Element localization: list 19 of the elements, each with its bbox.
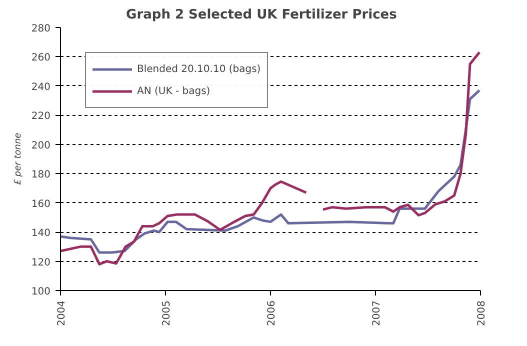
legend-label: AN (UK - bags)	[137, 86, 210, 96]
y-tick-label: 180	[31, 170, 51, 181]
y-tick-label: 140	[31, 228, 51, 240]
y-tick-label: 100	[31, 286, 51, 298]
y-tick-label: 220	[31, 111, 51, 122]
x-tick-label: 2006	[266, 300, 278, 326]
x-tick-label: 2005	[162, 300, 172, 326]
chart-title: Graph 2 Selected UK Fertilizer Prices	[126, 8, 398, 22]
y-tick-label: 240	[31, 82, 51, 93]
y-tick-label: 160	[31, 198, 51, 210]
x-tick-label: 2008	[476, 300, 488, 326]
y-tick-label: 260	[31, 52, 51, 64]
legend-label: Blended 20.10.10 (bags)	[137, 64, 261, 74]
y-tick-label: 120	[31, 257, 51, 268]
x-tick-label: 2004	[56, 300, 68, 326]
y-tick-label: 200	[31, 140, 51, 152]
y-tick-label: 280	[31, 24, 51, 34]
x-tick-label: 2007	[372, 300, 382, 326]
y-axis-title: £ per tonne	[13, 132, 24, 186]
